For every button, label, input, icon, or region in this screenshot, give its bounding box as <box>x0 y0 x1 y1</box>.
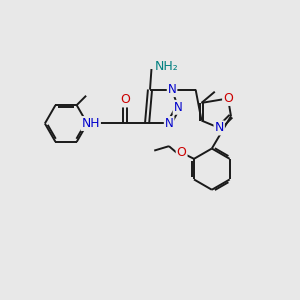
Text: O: O <box>177 146 187 159</box>
Text: NH₂: NH₂ <box>154 60 178 73</box>
Text: N: N <box>165 117 173 130</box>
Text: O: O <box>120 93 130 106</box>
Text: N: N <box>174 101 182 114</box>
Text: NH: NH <box>81 117 100 130</box>
Text: N: N <box>214 122 224 134</box>
Text: N: N <box>168 83 176 96</box>
Text: O: O <box>223 92 233 105</box>
